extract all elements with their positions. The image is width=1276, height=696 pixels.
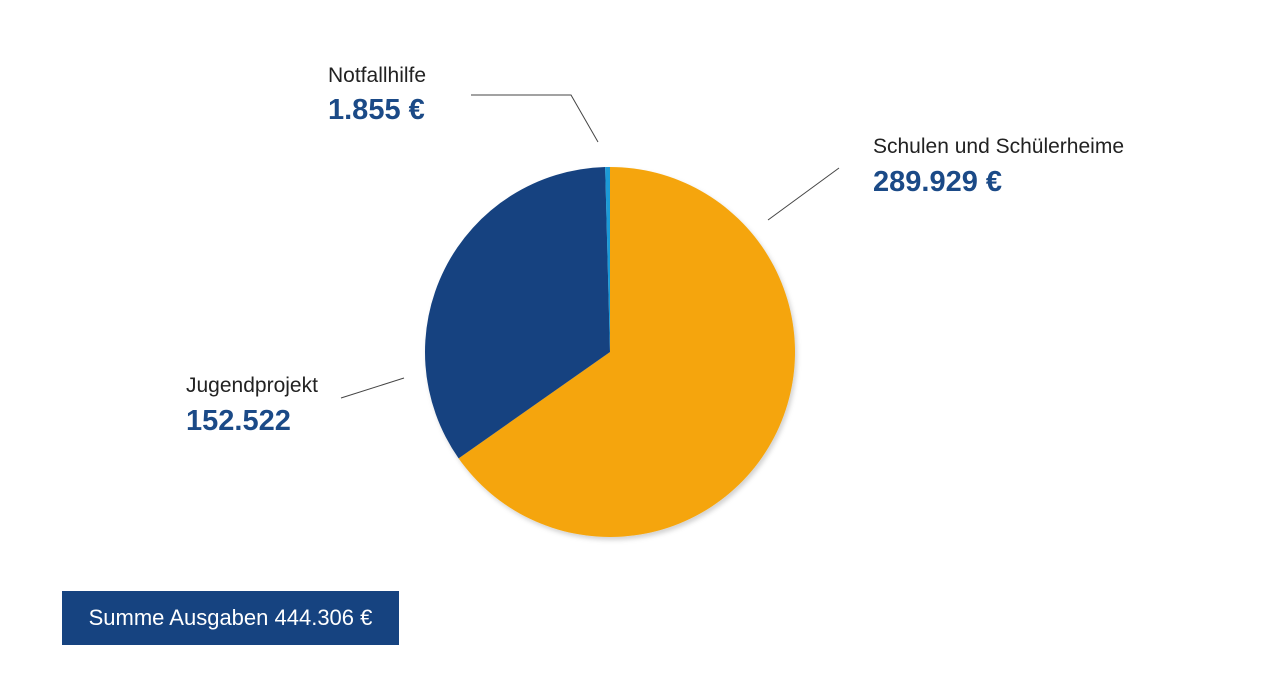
slice-label-notfallhilfe: Notfallhilfe xyxy=(328,64,427,87)
slice-value-schulen: 289.929 € xyxy=(873,166,1003,198)
slice-value-jugendprojekt: 152.522 xyxy=(186,405,291,437)
total-expenses-text: Summe Ausgaben 444.306 € xyxy=(88,605,373,630)
total-expenses-badge: Summe Ausgaben 444.306 € xyxy=(62,591,399,645)
slice-label-schulen: Schulen und Schülerheime xyxy=(873,135,1124,158)
leader-line-notfallhilfe xyxy=(471,94,599,143)
leader-line-jugendprojekt xyxy=(340,377,405,399)
pie-slices xyxy=(424,166,795,537)
leader-lines xyxy=(340,94,840,399)
pie-slice-schulen xyxy=(458,167,795,537)
pie-slice-notfallhilfe xyxy=(605,166,610,352)
slice-label-jugendprojekt: Jugendprojekt xyxy=(186,374,318,397)
slice-value-notfallhilfe: 1.855 € xyxy=(328,94,425,126)
pie-slice-jugendprojekt xyxy=(424,167,610,459)
leader-line-schulen xyxy=(767,167,840,221)
